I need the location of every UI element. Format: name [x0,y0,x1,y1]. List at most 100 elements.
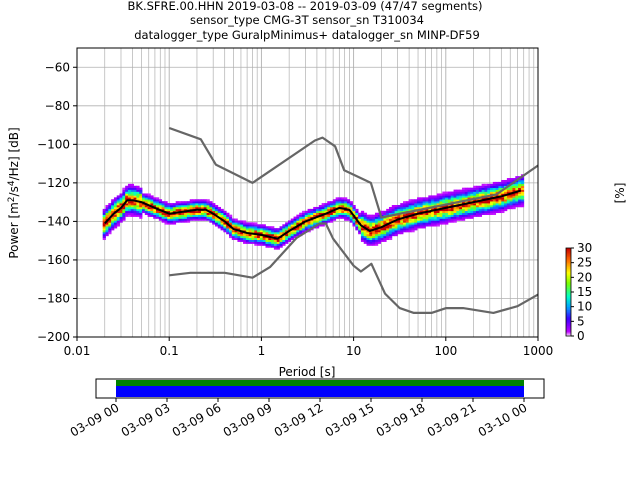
heatmap-cell [139,189,143,192]
heatmap-cell [363,216,367,219]
heatmap-cell [130,185,134,188]
heatmap-cell [133,191,137,194]
heatmap-cell [349,201,353,204]
heatmap-cell [206,218,210,221]
heatmap-cell [279,239,283,242]
heatmap-cell [229,218,233,221]
heatmap-cell [383,239,387,242]
heatmap-cell [501,185,505,188]
heatmap-cell [156,199,160,202]
heatmap-cell [304,210,308,214]
heatmap-cell [318,212,323,215]
heatmap-cell [520,199,525,202]
heatmap-cell [506,179,511,183]
heatmap-cell [133,205,137,208]
heatmap-cell [268,243,272,246]
heatmap-cell [456,210,460,214]
heatmap-cell [296,222,300,225]
heatmap-cell [504,189,508,192]
heatmap-cell [223,212,227,215]
heatmap-cell [262,228,266,231]
heatmap-cell [321,208,325,212]
heatmap-cell [422,226,426,229]
heatmap-cell [478,210,483,214]
heatmap-cell [245,241,250,244]
heatmap-cell [504,203,508,206]
heatmap-cell [481,189,485,192]
heatmap-cell [400,224,404,227]
heatmap-cell [473,214,477,217]
heatmap-cell [136,191,140,194]
heatmap-cell [136,197,140,200]
heatmap-cell [467,208,471,212]
heatmap-cell [158,218,163,221]
heatmap-cell [192,205,196,208]
heatmap-cell [501,206,505,210]
heatmap-cell [380,232,384,235]
heatmap-cell [512,206,516,210]
heatmap-cell [293,228,297,231]
heatmap-cell [248,226,252,229]
heatmap-cell [461,205,466,208]
heatmap-cell [316,206,320,210]
heatmap-cell [122,195,126,198]
heatmap-cell [428,201,432,204]
heatmap-cell [478,208,483,212]
heatmap-cell [492,183,497,187]
heatmap-cell [425,214,429,217]
heatmap-cell [153,197,157,200]
heatmap-cell [142,210,146,214]
heatmap-cell [445,222,449,225]
heatmap-cell [240,235,244,239]
heatmap-cell [335,199,339,202]
colorbar-segment [566,303,571,306]
heatmap-cell [111,203,115,206]
heatmap-cell [164,214,168,217]
heatmap-cell [518,183,522,187]
heatmap-cell [355,224,359,227]
heatmap-cell [223,230,227,233]
heatmap-cell [360,235,365,239]
heatmap-cell [498,203,502,206]
heatmap-cell [380,220,384,223]
heatmap-cell [442,222,446,225]
colorbar-segment [566,316,571,319]
heatmap-cell [386,220,390,223]
heatmap-cell [495,197,499,200]
heatmap-cell [127,197,132,200]
heatmap-cell [217,214,221,217]
heatmap-cell [150,195,154,198]
heatmap-cell [271,230,275,233]
heatmap-cell [403,218,407,221]
heatmap-cell [388,216,393,219]
heatmap-cell [130,201,134,204]
heatmap-cell [380,235,384,239]
heatmap-cell [464,195,468,198]
heatmap-cell [501,199,505,202]
heatmap-cell [372,224,376,227]
heatmap-cell [447,197,452,200]
heatmap-cell [226,226,230,229]
heatmap-cell [431,195,435,198]
heatmap-cell [495,201,499,204]
heatmap-cell [324,210,328,214]
heatmap-cell [478,191,483,194]
heatmap-cell [251,235,255,239]
heatmap-cell [122,191,126,194]
heatmap-cell [127,189,132,192]
heatmap-cell [492,206,497,210]
heatmap-cell [470,195,474,198]
heatmap-cell [425,208,429,212]
heatmap-cell [470,212,474,215]
heatmap-cell [495,187,499,190]
colorbar-segment [566,259,571,262]
heatmap-cell [245,226,250,229]
heatmap-cell [360,216,365,219]
heatmap-cell [459,191,463,194]
heatmap-cell [447,210,452,214]
heatmap-cell [506,197,511,200]
heatmap-cell [161,205,165,208]
heatmap-cell [125,208,129,212]
heatmap-cell [428,205,432,208]
heatmap-cell [248,241,252,244]
